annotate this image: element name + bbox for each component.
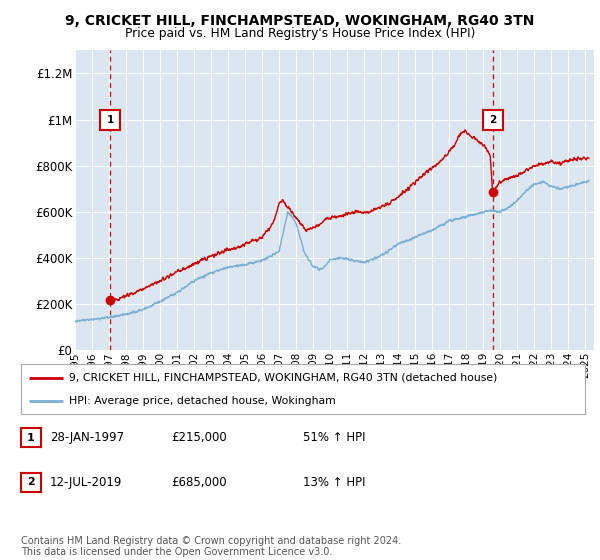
Text: 2: 2 [27,478,35,487]
Text: Price paid vs. HM Land Registry's House Price Index (HPI): Price paid vs. HM Land Registry's House … [125,27,475,40]
Text: 9, CRICKET HILL, FINCHAMPSTEAD, WOKINGHAM, RG40 3TN (detached house): 9, CRICKET HILL, FINCHAMPSTEAD, WOKINGHA… [69,372,497,382]
Text: 9, CRICKET HILL, FINCHAMPSTEAD, WOKINGHAM, RG40 3TN: 9, CRICKET HILL, FINCHAMPSTEAD, WOKINGHA… [65,14,535,28]
Text: Contains HM Land Registry data © Crown copyright and database right 2024.
This d: Contains HM Land Registry data © Crown c… [21,535,401,557]
Text: 1: 1 [107,115,114,124]
Text: 2: 2 [489,115,496,124]
Text: £215,000: £215,000 [171,431,227,444]
Text: HPI: Average price, detached house, Wokingham: HPI: Average price, detached house, Woki… [69,396,335,406]
Text: 28-JAN-1997: 28-JAN-1997 [50,431,124,444]
Text: 12-JUL-2019: 12-JUL-2019 [50,475,122,489]
Text: 51% ↑ HPI: 51% ↑ HPI [303,431,365,444]
Text: 13% ↑ HPI: 13% ↑ HPI [303,475,365,489]
Text: 1: 1 [27,433,35,442]
Text: £685,000: £685,000 [171,475,227,489]
